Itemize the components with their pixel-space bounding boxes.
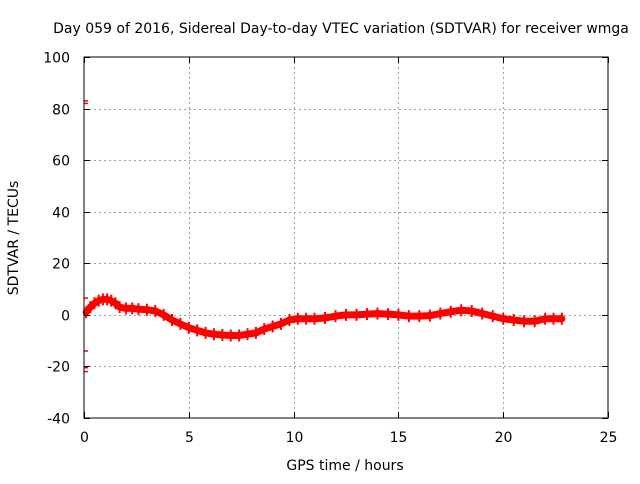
ticks: 0 5 10 15 20 25 -40 -20 0 20 40 60 80 100 xyxy=(43,51,617,447)
y-tick-label: 60 xyxy=(52,154,70,170)
plot-data xyxy=(82,100,566,373)
grid xyxy=(84,57,608,418)
x-tick-label: 10 xyxy=(286,430,304,446)
y-tick-label: -40 xyxy=(47,412,70,428)
y-axis-label: SDTVAR / TECUs xyxy=(6,181,22,296)
y-tick-label: 100 xyxy=(43,51,70,67)
y-tick-label: 20 xyxy=(52,257,70,273)
x-tick-label: 15 xyxy=(390,430,408,446)
chart-title: Day 059 of 2016, Sidereal Day-to-day VTE… xyxy=(53,21,629,37)
x-tick-label: 25 xyxy=(600,430,618,446)
x-axis-label: GPS time / hours xyxy=(286,458,403,474)
x-tick-label: 20 xyxy=(495,430,513,446)
y-tick-label: 0 xyxy=(61,309,70,325)
x-tick-label: 5 xyxy=(185,430,194,446)
plot-frame xyxy=(83,56,609,419)
y-tick-label: -20 xyxy=(47,360,70,376)
y-tick-label: 80 xyxy=(52,103,70,119)
x-tick-label: 0 xyxy=(80,430,89,446)
y-tick-label: 40 xyxy=(52,206,70,222)
